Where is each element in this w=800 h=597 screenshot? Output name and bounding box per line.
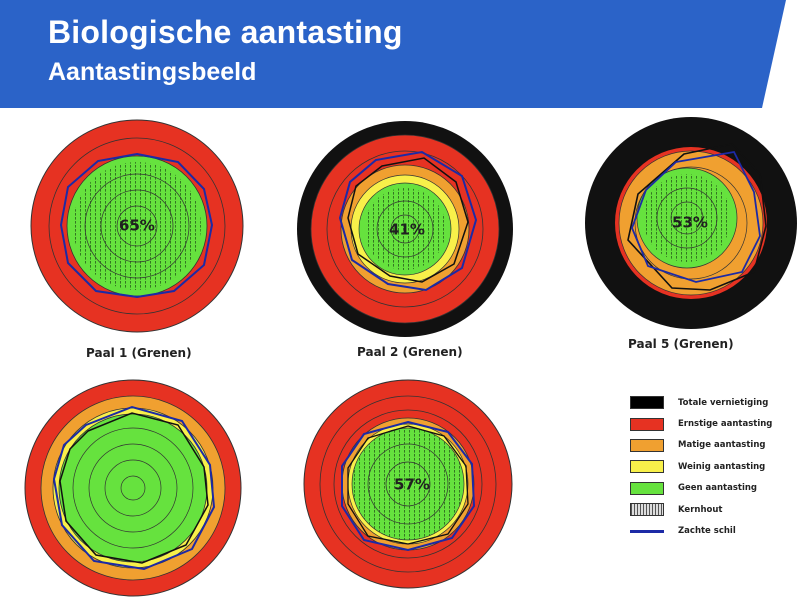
pole-1-percentage: 65% [119, 217, 155, 235]
growth-ring [333, 409, 483, 559]
header-background [0, 0, 786, 108]
growth-ring [326, 150, 484, 308]
pole-5-cross-section: 53% [585, 117, 797, 329]
growth-ring [72, 427, 194, 549]
growth-ring [88, 443, 178, 533]
growth-ring [376, 200, 434, 258]
legend-swatch [630, 417, 664, 431]
pole-2-percentage: 41% [389, 221, 425, 239]
pole-3-cross-section: 57% [303, 379, 513, 589]
heartwood-area [643, 174, 731, 262]
growth-ring [48, 137, 226, 315]
legend-item-no-attack: Geen aantasting [630, 478, 790, 499]
soft-shell-outline [59, 152, 214, 299]
soft-shell-outline [631, 150, 761, 283]
heartwood-area [364, 188, 446, 270]
legend-label: Totale vernietiging [678, 397, 769, 408]
growth-ring [634, 166, 748, 280]
header-banner-shape [0, 0, 786, 108]
heartwood-area [73, 162, 201, 290]
pole-5-percentage: 53% [672, 214, 708, 232]
growth-ring [104, 459, 162, 517]
pole-1-caption: Paal 1 (Grenen) [86, 346, 192, 360]
growth-ring [670, 201, 704, 235]
legend-swatch [630, 438, 664, 452]
growth-ring [390, 214, 420, 244]
legend-swatch [630, 460, 664, 474]
legend-label: Kernhout [678, 504, 723, 515]
pole-2-cross-section: 41% [297, 121, 513, 337]
legend-label: Weinig aantasting [678, 461, 766, 472]
legend-swatch [630, 481, 664, 495]
pole-2-caption: Paal 2 (Grenen) [357, 345, 463, 359]
legend-swatch-hatched [630, 503, 664, 517]
legend-label: Geen aantasting [678, 483, 758, 494]
soft-shell-outline [338, 150, 478, 292]
legend-swatch [630, 396, 664, 410]
legend-item-moderate: Matige aantasting [630, 435, 790, 456]
legend: Totale vernietiging Ernstige aantasting … [630, 392, 790, 542]
pole-5-caption: Paal 5 (Grenen) [628, 337, 734, 351]
growth-ring [319, 395, 497, 573]
growth-ring [100, 189, 174, 263]
legend-label: Ernstige aantasting [678, 419, 773, 430]
attack-outline [627, 143, 767, 291]
attack-outline [59, 412, 209, 564]
page-subtitle: Aantastingsbeeld [48, 58, 257, 86]
legend-label: Zachte schil [678, 526, 736, 537]
legend-item-total-destruction: Totale vernietiging [630, 392, 790, 413]
header-bar [0, 0, 800, 108]
soft-shell-outline [341, 420, 476, 552]
attack-outline [347, 157, 469, 283]
growth-ring [84, 173, 190, 279]
growth-ring [385, 461, 431, 507]
growth-ring [120, 475, 146, 501]
legend-swatch-line [630, 529, 664, 533]
page-title: Biologische aantasting [48, 14, 403, 50]
legend-item-soft-shell: Zachte schil [630, 520, 790, 541]
growth-ring [656, 187, 718, 249]
pole-4-cross-section [24, 379, 242, 597]
soft-shell-outline [52, 405, 216, 571]
pole-1-cross-section: 65% [30, 119, 244, 333]
attack-outline [347, 425, 469, 545]
pole-3-percentage: 57% [394, 476, 430, 494]
legend-item-heartwood: Kernhout [630, 499, 790, 520]
heartwood-area [351, 427, 465, 541]
growth-ring [116, 205, 158, 247]
legend-item-little: Weinig aantasting [630, 456, 790, 477]
legend-item-severe: Ernstige aantasting [630, 413, 790, 434]
growth-ring [367, 443, 449, 525]
legend-label: Matige aantasting [678, 440, 766, 451]
